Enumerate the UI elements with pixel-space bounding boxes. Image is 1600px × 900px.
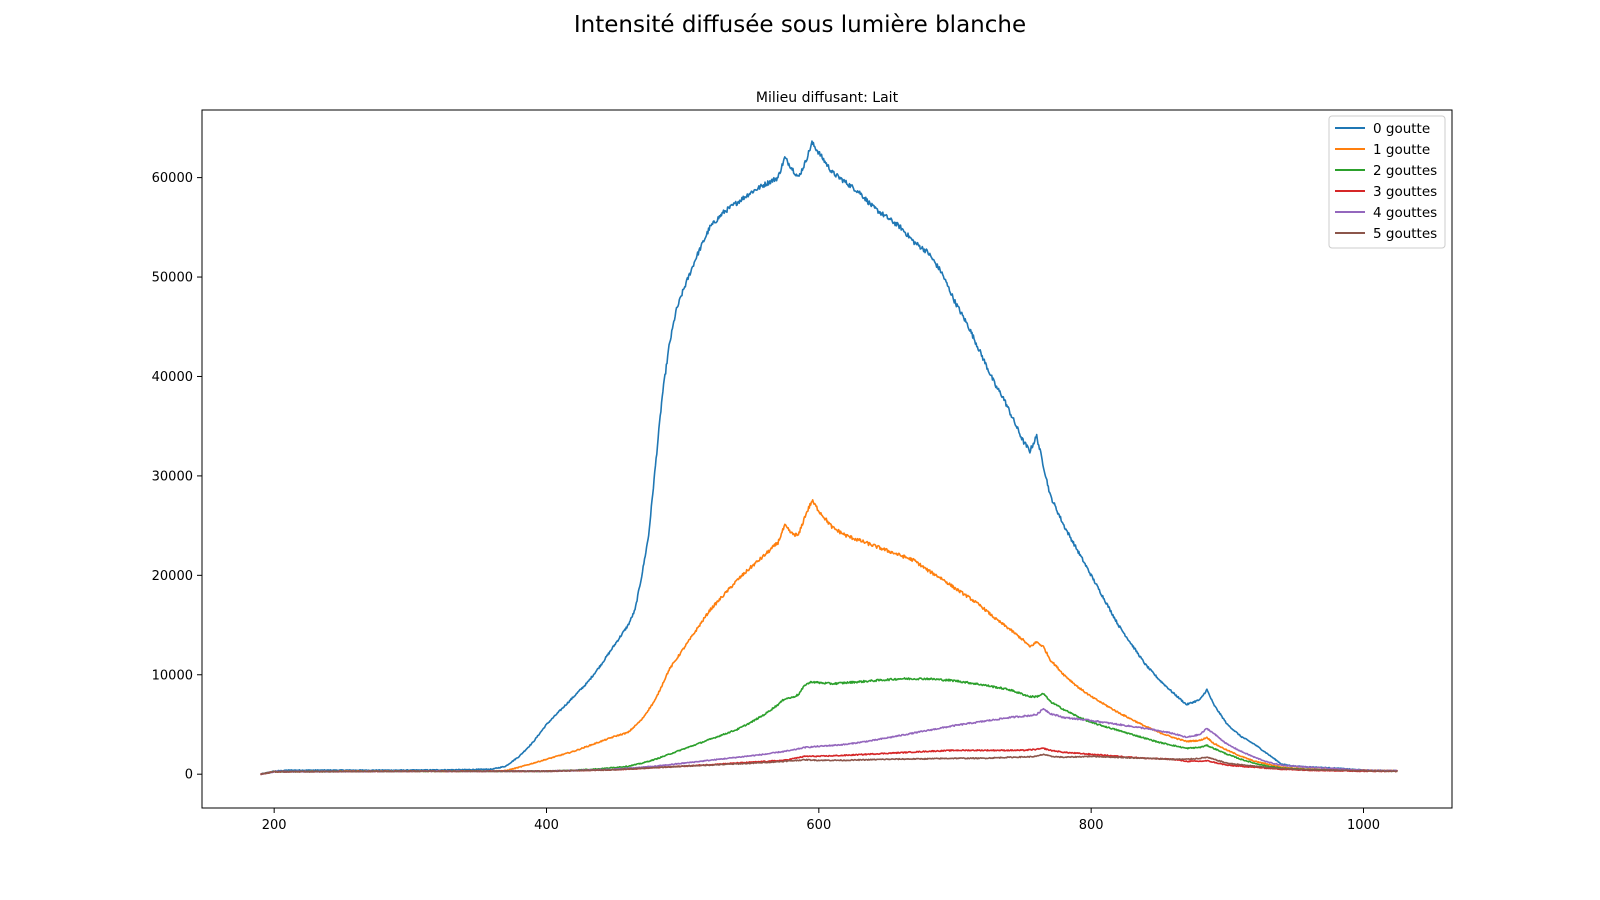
y-tick-label: 20000 bbox=[152, 569, 193, 584]
series-line-0 bbox=[260, 140, 1398, 775]
legend-label-1: 1 goutte bbox=[1373, 142, 1430, 158]
legend-label-2: 2 gouttes bbox=[1373, 163, 1437, 179]
legend-label-0: 0 goutte bbox=[1373, 121, 1430, 137]
y-tick-label: 30000 bbox=[152, 469, 193, 484]
x-tick-label: 400 bbox=[534, 818, 559, 833]
chart-subtitle: Milieu diffusant: Lait bbox=[756, 90, 899, 106]
x-tick-label: 600 bbox=[806, 818, 831, 833]
x-tick-label: 200 bbox=[262, 818, 287, 833]
series-layer bbox=[260, 140, 1399, 776]
figure-title: Intensité diffusée sous lumière blanche bbox=[573, 12, 1027, 38]
legend-label-4: 4 gouttes bbox=[1373, 205, 1437, 221]
y-tick-label: 50000 bbox=[152, 271, 193, 286]
y-tick-label: 10000 bbox=[152, 668, 193, 683]
x-tick-label: 800 bbox=[1079, 818, 1104, 833]
series-line-5 bbox=[260, 753, 1398, 776]
series-line-1 bbox=[260, 499, 1399, 776]
y-tick-label: 40000 bbox=[152, 370, 193, 385]
x-axis: 200 400 600 800 1000 bbox=[262, 808, 1380, 833]
y-tick-label: 0 bbox=[185, 768, 193, 783]
legend-label-3: 3 gouttes bbox=[1373, 184, 1437, 200]
legend: 0 goutte 1 goutte 2 gouttes 3 gouttes 4 gout… bbox=[1328, 115, 1446, 249]
plot-area-frame bbox=[201, 109, 1453, 809]
legend-label-5: 5 gouttes bbox=[1373, 226, 1437, 242]
y-axis: 0 10000 20000 30000 40000 50000 60000 bbox=[152, 171, 202, 783]
y-tick-label: 60000 bbox=[152, 171, 193, 186]
x-tick-label: 1000 bbox=[1347, 818, 1380, 833]
